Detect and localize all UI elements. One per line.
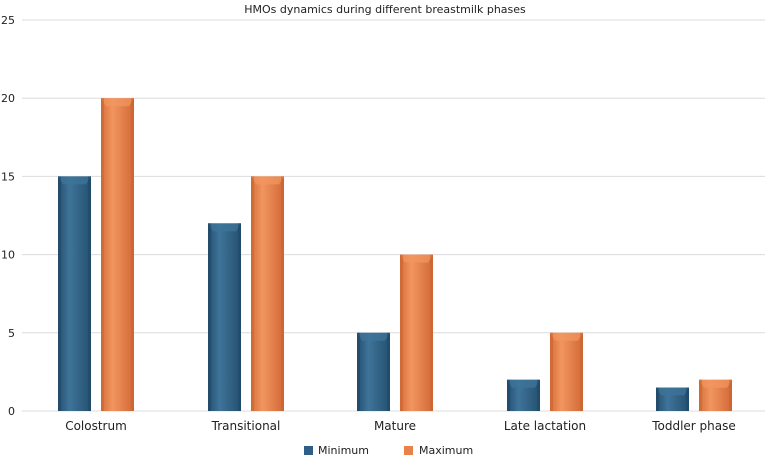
bar-maximum-late-lactation — [550, 332, 583, 411]
x-tick-label-transitional: Transitional — [211, 419, 281, 433]
bar-minimum-transitional — [208, 223, 241, 411]
bar-maximum-colostrum — [101, 98, 134, 411]
bar-bevel-top — [400, 254, 433, 263]
bar-left-edge — [208, 223, 211, 411]
legend-maximum-swatch — [404, 446, 413, 455]
bar-rect-maximum — [400, 254, 433, 411]
bar-left-edge — [357, 332, 360, 411]
x-axis-tick-labels: Colostrum Transitional Mature Late lactatio… — [65, 419, 736, 433]
bar-rect-minimum — [208, 223, 241, 411]
bar-rect-maximum — [550, 332, 583, 411]
bar-left-edge — [699, 379, 702, 411]
bar-maximum-transitional — [251, 176, 284, 411]
bar-bevel-top — [507, 379, 540, 388]
bar-left-edge — [550, 332, 553, 411]
bar-maximum-mature — [400, 254, 433, 411]
bar-right-edge — [387, 332, 390, 411]
bar-rect-maximum — [251, 176, 284, 411]
y-tick-label: 5 — [8, 327, 15, 340]
y-tick-label: 20 — [1, 92, 15, 105]
x-tick-label-toddler-phase: Toddler phase — [651, 419, 736, 433]
bar-rect-maximum — [101, 98, 134, 411]
bar-bevel-top — [699, 379, 732, 388]
bar-minimum-late-lactation — [507, 379, 540, 411]
bar-minimum-colostrum — [58, 176, 91, 411]
bar-right-edge — [88, 176, 91, 411]
bar-left-edge — [251, 176, 254, 411]
bar-left-edge — [656, 387, 659, 411]
legend-minimum-swatch — [304, 446, 313, 455]
legend-minimum-label: Minimum — [318, 444, 369, 456]
legend-maximum-label: Maximum — [419, 444, 473, 456]
bar-right-edge — [238, 223, 241, 411]
legend: Minimum Maximum — [304, 444, 473, 457]
y-tick-label: 15 — [1, 170, 15, 183]
bar-left-edge — [58, 176, 61, 411]
bar-maximum-toddler-phase — [699, 379, 732, 411]
bar-right-edge — [729, 379, 732, 411]
bar-right-edge — [686, 387, 689, 411]
bar-bevel-top — [58, 176, 91, 185]
grid-lines — [22, 19, 765, 412]
bar-minimum-toddler-phase — [656, 387, 689, 411]
bar-bevel-top — [101, 98, 134, 107]
bar-right-edge — [281, 176, 284, 411]
y-tick-label: 0 — [8, 405, 15, 418]
bar-bevel-top — [550, 332, 583, 341]
chart-title: HMOs dynamics during different breastmil… — [244, 3, 526, 16]
bar-left-edge — [507, 379, 510, 411]
bar-right-edge — [580, 332, 583, 411]
bar-left-edge — [400, 254, 403, 411]
y-axis-tick-labels: 0 5 10 15 20 25 — [1, 14, 15, 418]
bar-bevel-top — [656, 387, 689, 396]
bar-right-edge — [537, 379, 540, 411]
bar-right-edge — [131, 98, 134, 411]
bar-bevel-top — [208, 223, 241, 232]
x-tick-label-late-lactation: Late lactation — [504, 419, 586, 433]
bar-right-edge — [430, 254, 433, 411]
bar-bevel-top — [251, 176, 284, 185]
y-tick-label: 10 — [1, 249, 15, 262]
bar-minimum-mature — [357, 332, 390, 411]
x-tick-label-mature: Mature — [374, 419, 416, 433]
x-tick-label-colostrum: Colostrum — [65, 419, 127, 433]
bar-rect-minimum — [58, 176, 91, 411]
y-tick-label: 25 — [1, 14, 15, 27]
bar-left-edge — [101, 98, 104, 411]
bars — [58, 98, 732, 411]
bar-rect-minimum — [357, 332, 390, 411]
bar-bevel-top — [357, 332, 390, 341]
